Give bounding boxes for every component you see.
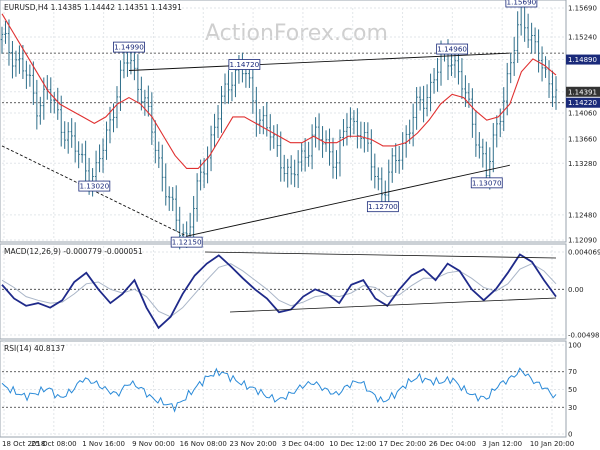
x-tick-label: 9 Nov 00:00 [132,440,175,448]
trend-line [128,52,510,71]
macd-line [1,253,557,330]
price-annotation-box [170,236,203,248]
x-tick-label: 3 Jan 12:00 [482,440,522,448]
price-annotation-label: 1.15690 [507,0,537,7]
price-annotation-label: 1.13020 [79,182,109,191]
price-annotation-label: 1.13070 [472,178,502,187]
macd-panel-frame [0,243,567,340]
watermark: ActionForex.com [205,21,388,46]
price-y-tick-label: 1.15690 [568,5,597,13]
price-axis-marker [566,54,600,65]
x-tick-label: 10 Dec 12:00 [329,440,376,448]
x-tick-label: 18 Oct 2018 [2,440,45,448]
price-annotation-box [470,177,503,189]
price-y-tick-label: 1.13660 [568,135,597,143]
x-tick-label: 16 Nov 08:00 [180,440,227,448]
macd-y-tick-label: 0.004069 [568,249,600,257]
x-tick-label: 25 Oct 08:00 [31,440,77,448]
rsi-panel-frame [0,340,567,438]
rsi-panel-title: RSI(14) 40.8137 [4,344,65,353]
price-annotation-label: 1.14720 [230,60,260,69]
macd-trend-line [229,297,557,313]
rsi-y-tick-label: 50 [568,386,577,394]
rsi-line [1,367,557,413]
y-axis-ticks: 1.15690 1.15240 1.14890 1.14391 1.14220 1.140… [566,5,600,439]
x-tick-label: 1 Nov 16:00 [82,440,125,448]
macd-y-tick-label: 0.00 [568,286,584,294]
x-tick-label: 10 Jan 20:00 [530,440,574,448]
x-tick-label: 23 Nov 20:00 [229,440,276,448]
macd-panel-title: MACD(12,26,9) -0.000779 -0.000051 [4,247,143,256]
price-annotation-box [436,43,469,55]
price-series: 1.15690 1.14990 1.14720 1.14960 1.13020 1.127… [0,0,558,250]
price-y-tick-label: 1.15240 [568,34,597,42]
price-annotation-label: 1.12150 [172,238,202,247]
price-grid [2,7,566,241]
price-panel-title: EURUSD,H4 1.14385 1.14442 1.14351 1.1439… [4,3,182,12]
price-axis-marker-label: 1.14220 [568,99,597,107]
x-tick-label: 26 Dec 04:00 [429,440,476,448]
rsi-y-tick-label: 0 [568,431,572,439]
price-annotation-label: 1.12700 [368,202,398,211]
price-annotation-label: 1.14990 [114,43,144,52]
macd-series [1,251,557,330]
price-annotation-box [78,180,111,192]
price-y-tick-label: 1.14060 [568,110,597,118]
price-annotation-box [113,41,145,53]
price-annotation-label: 1.14960 [437,45,467,54]
price-panel-frame [0,0,567,243]
macd-grid [2,246,566,337]
macd-trend-line [204,251,557,259]
price-annotation-box [228,59,261,70]
price-axis-marker-label: 1.14890 [568,56,597,64]
rsi-series [1,367,557,413]
trend-line [186,164,510,237]
rsi-grid [2,341,566,435]
rsi-y-tick-label: 30 [568,404,577,412]
price-y-tick-label: 1.13280 [568,160,597,168]
rsi-y-tick-label: 100 [568,342,581,350]
price-y-tick-label: 1.12090 [568,237,597,245]
price-y-tick-label: 1.12480 [568,211,597,219]
moving-average-line [1,13,557,170]
rsi-y-tick-label: 70 [568,368,577,376]
x-tick-label: 3 Dec 04:00 [282,440,325,448]
price-axis-marker-label: 1.14391 [568,88,597,96]
x-tick-label: 17 Dec 20:00 [379,440,426,448]
price-axis-marker [566,86,600,97]
price-annotation-box [505,0,538,8]
price-axis-marker [566,97,600,108]
price-annotation-box [366,201,399,213]
